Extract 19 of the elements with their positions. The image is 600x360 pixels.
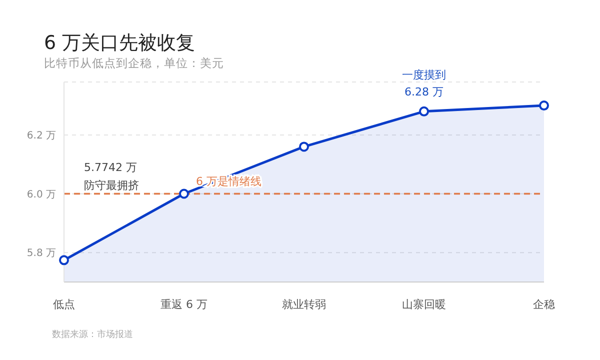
y-tick-label: 6.0 万: [26, 189, 56, 200]
point: [179, 188, 189, 199]
point: [539, 100, 549, 111]
y-tick-label: 5.8 万: [26, 248, 56, 260]
chart-title: 6 万关口先被收复: [44, 31, 196, 56]
point: [59, 255, 69, 266]
x-tick-label: 重返 6 万: [160, 298, 208, 311]
point: [419, 106, 429, 116]
source-note: 数据来源：市场报道: [52, 328, 133, 341]
x-tick-label: 就业转弱: [282, 298, 326, 311]
annotation: 一度摸到6.28 万: [402, 68, 446, 98]
x-tick-label: 低点: [53, 298, 75, 311]
point: [299, 142, 309, 152]
x-tick-label: 山寨回暖: [402, 298, 446, 311]
annotation: 5.7742 万: [84, 160, 137, 175]
annotation: 防守最拥挤: [84, 178, 139, 193]
x-tick-label: 企稳: [533, 298, 555, 311]
chart-subtitle: 比特币从低点到企稳，单位：美元: [44, 56, 224, 71]
y-tick-label: 6.2 万: [26, 130, 56, 142]
